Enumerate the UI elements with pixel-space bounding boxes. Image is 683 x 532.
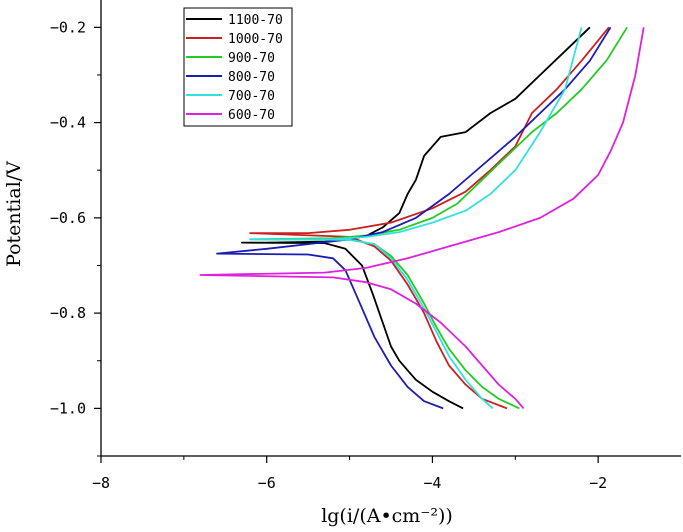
x-axis-label: lg(i/(A•cm⁻²)) xyxy=(321,505,453,527)
y-tick-label: −0.8 xyxy=(50,304,86,322)
legend-label: 1100-70 xyxy=(228,13,283,28)
y-tick-label: −1.0 xyxy=(50,399,86,417)
y-tick-label: −0.2 xyxy=(50,18,86,36)
x-tick-label: −8 xyxy=(92,474,110,492)
y-tick-label: −0.4 xyxy=(50,114,86,132)
series-line-800-70 xyxy=(216,26,612,410)
legend-box xyxy=(183,7,293,127)
series-line-600-70 xyxy=(199,27,645,409)
y-tick-label: −0.6 xyxy=(50,209,86,227)
legend-label: 1000-70 xyxy=(228,32,283,47)
legend-label: 800-70 xyxy=(228,70,275,85)
series-layer xyxy=(199,26,645,410)
y-axis-label: Potential/V xyxy=(3,161,25,267)
x-tick-label: −4 xyxy=(423,474,441,492)
x-tick-label: −6 xyxy=(258,474,276,492)
axes-group: −8 −6 −4 −2 −0.2 −0.4 −0.6 −0.8 −1.0 xyxy=(50,0,681,492)
series-line-700-70 xyxy=(249,27,583,410)
legend-label: 900-70 xyxy=(228,51,275,66)
x-tick-label: −2 xyxy=(589,474,607,492)
legend-label: 700-70 xyxy=(228,89,275,104)
series-line-1000-70 xyxy=(249,26,610,410)
legend: 1100-70 1000-70 900-70 800-70 700-70 600-70 xyxy=(183,7,293,127)
legend-label: 600-70 xyxy=(228,108,275,123)
series-line-900-70 xyxy=(249,26,628,410)
